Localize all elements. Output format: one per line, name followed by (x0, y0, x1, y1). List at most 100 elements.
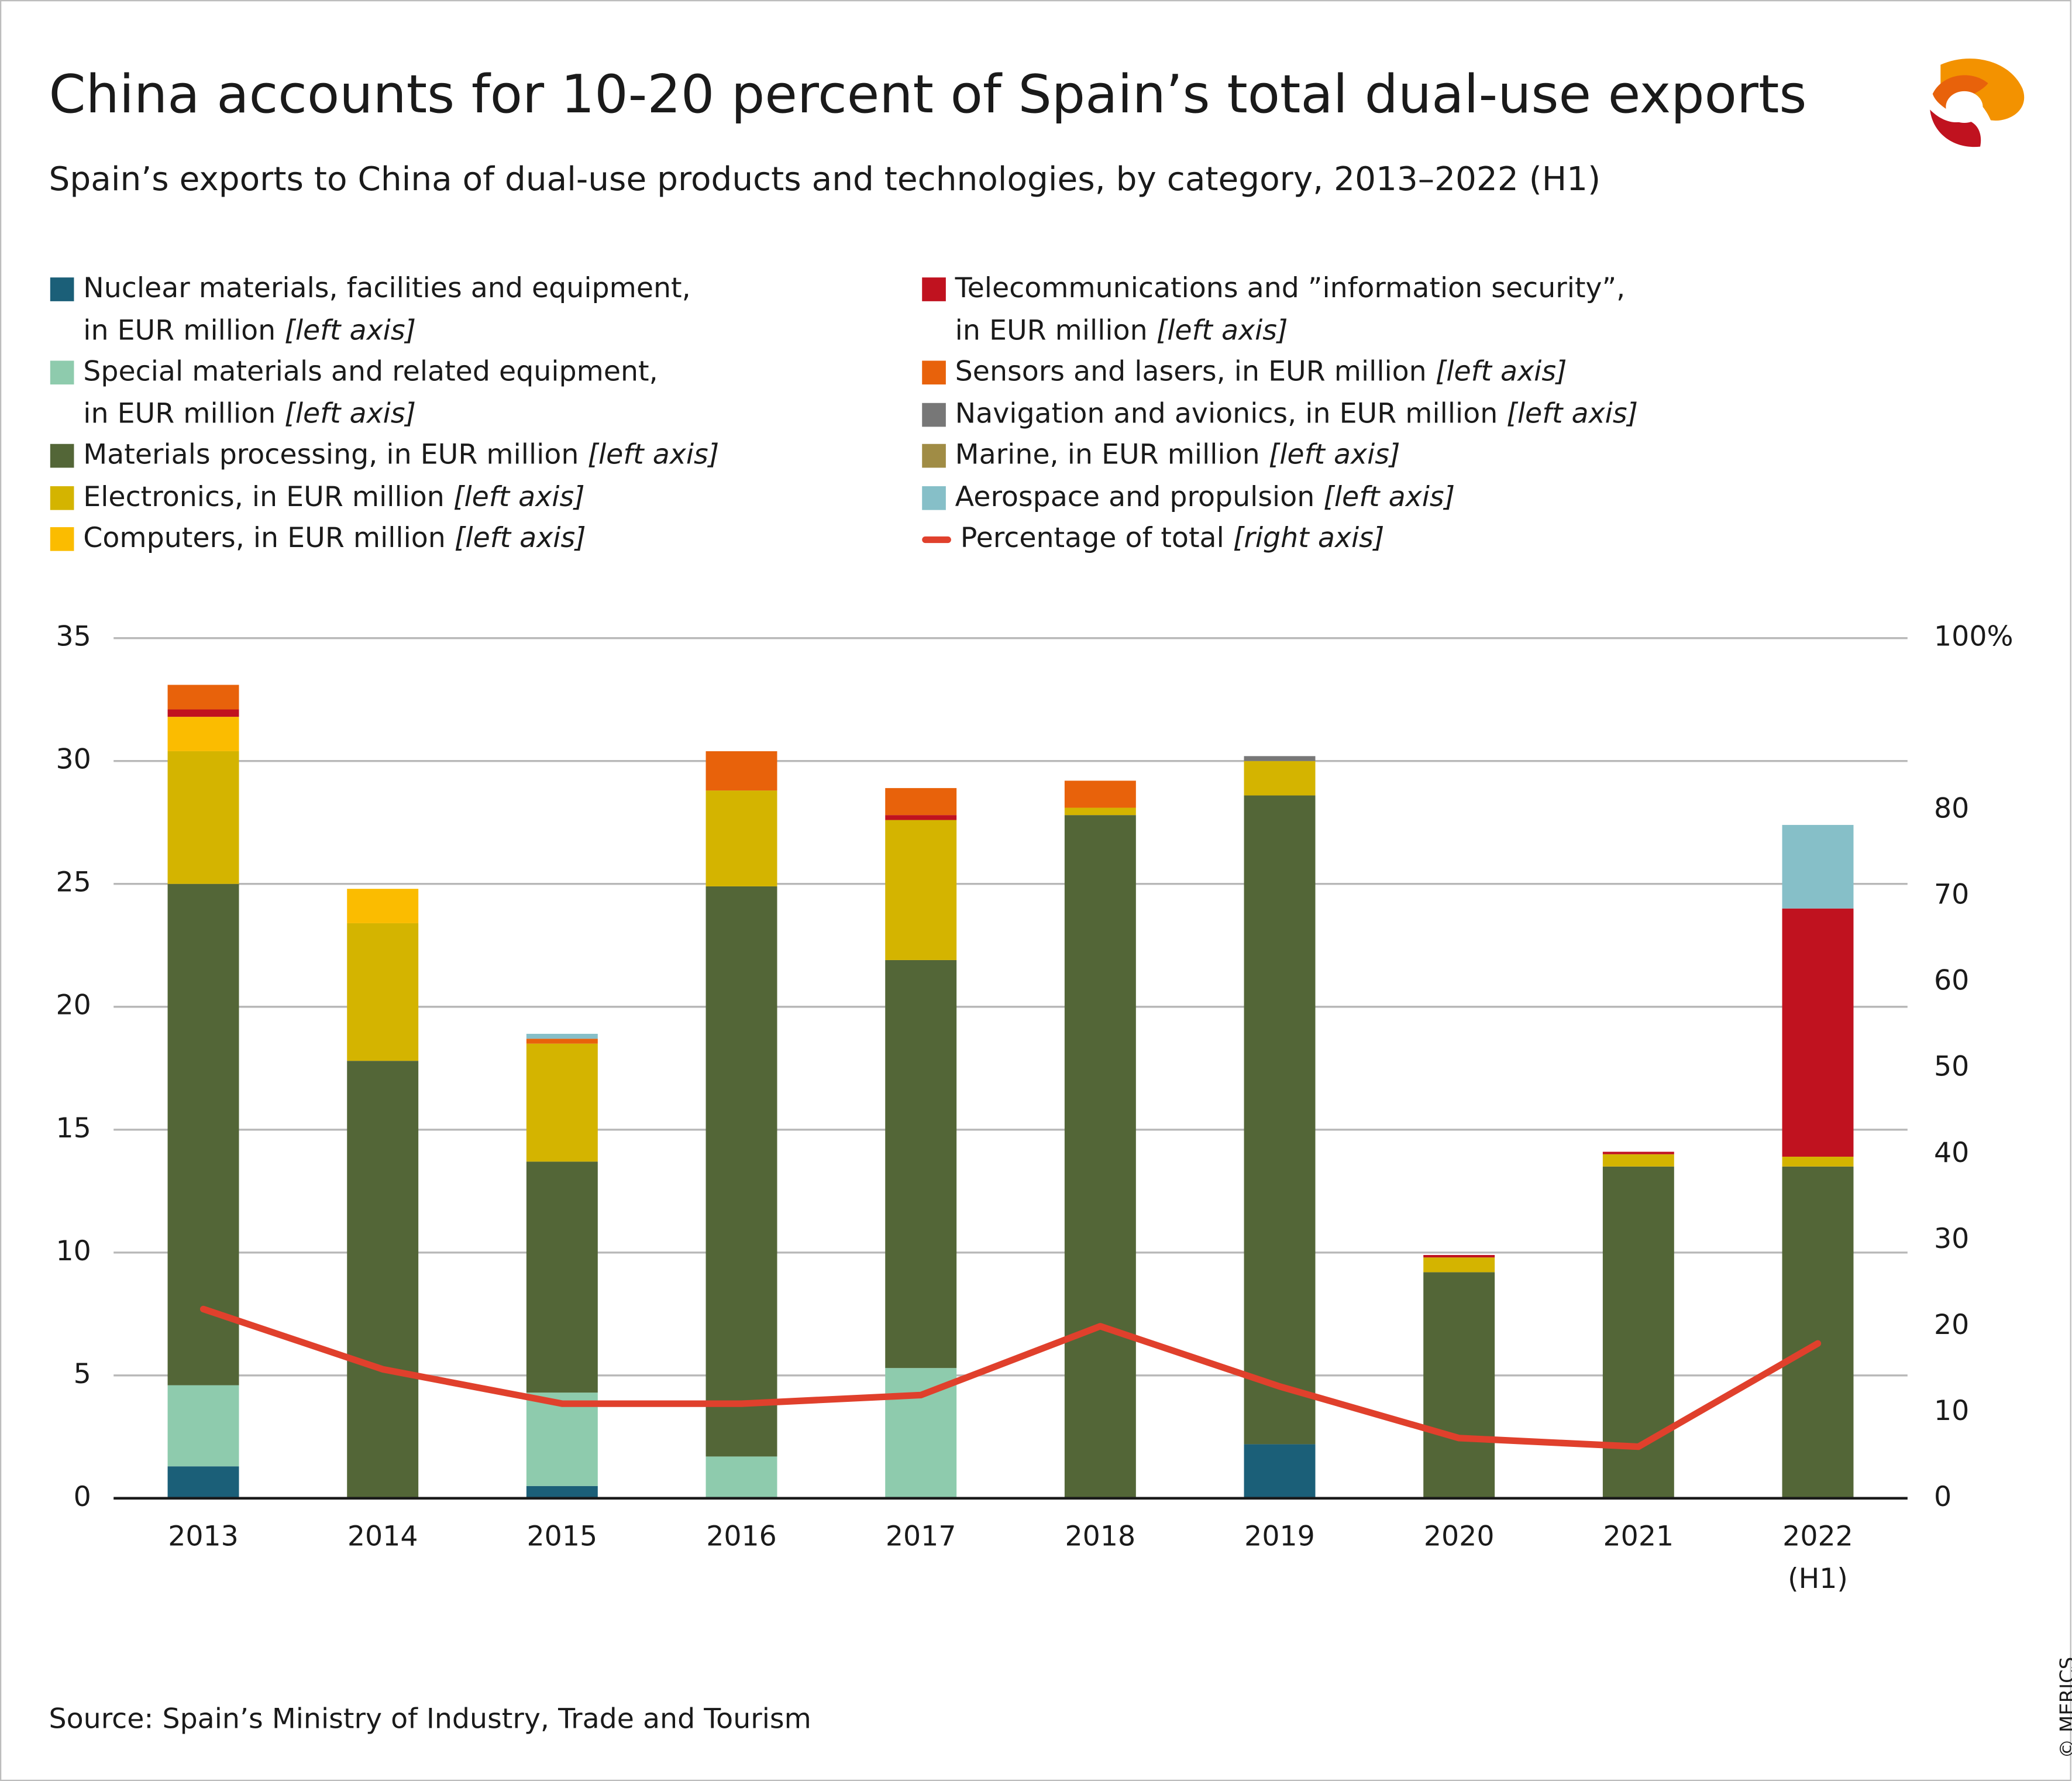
bar-segment (1782, 824, 1854, 909)
x-tick-label: 2020 (1424, 1521, 1495, 1553)
legend: Telecommunications and ”information secu… (922, 268, 1638, 559)
y2-tick-label: 50 (1934, 1051, 1969, 1083)
legend-swatch (922, 277, 946, 301)
bar-segment (167, 883, 239, 1385)
y2-tick-label: 0 (1934, 1481, 1951, 1513)
legend-swatch (50, 527, 74, 551)
bar-segment (167, 751, 239, 884)
logo (1930, 59, 2025, 147)
legend-swatch (50, 360, 74, 385)
legend-item: Special materials and related equipment,… (50, 352, 719, 435)
bar-segment (705, 751, 777, 791)
bar-segment (1244, 1444, 1316, 1498)
x-tick-label: 2013 (168, 1521, 239, 1553)
legend-label: Sensors and lasers, in EUR million [left… (955, 355, 1567, 387)
bar-segment (347, 889, 419, 923)
legend-item: Aerospace and propulsion [left axis] (922, 476, 1638, 518)
legend-item: Navigation and avionics, in EUR million … (922, 393, 1638, 435)
bar-segment (1064, 815, 1136, 1498)
legend-label: Nuclear materials, facilities and equipm… (83, 272, 691, 346)
chart-subtitle: Spain’s exports to China of dual-use pro… (49, 160, 1601, 198)
bar-segment (1602, 1151, 1674, 1154)
legend: Nuclear materials, facilities and equipm… (50, 268, 719, 559)
y2-tick-label: 80 (1934, 793, 1969, 825)
bar-segment (526, 1043, 598, 1162)
bar-segment (526, 1161, 598, 1393)
x-tick-label: 2021 (1603, 1521, 1674, 1553)
x-tick-label: 2014 (347, 1521, 418, 1553)
y-tick-label: 35 (56, 621, 91, 653)
y2-tick-label: 100% (1934, 621, 2014, 653)
bar-segment (1602, 1154, 1674, 1167)
bar-segment (347, 1061, 419, 1498)
legend-label: Materials processing, in EUR million [le… (83, 438, 720, 470)
bar-segment (1244, 795, 1316, 1445)
legend-swatch (922, 402, 946, 427)
bar-segment (1423, 1254, 1495, 1258)
bar-segment (1064, 807, 1136, 816)
bar-segment (885, 815, 957, 820)
y-tick-label: 15 (56, 1112, 91, 1144)
bar-segment (167, 1385, 239, 1467)
chart-title: China accounts for 10-20 percent of Spai… (49, 64, 1807, 126)
legend-label: Computers, in EUR million [left axis] (83, 521, 586, 554)
bar-segment (1244, 756, 1316, 761)
legend-swatch (50, 277, 74, 301)
legend-swatch (50, 443, 74, 468)
bar-segment (167, 1466, 239, 1498)
copyright: © MERICS (2055, 1656, 2072, 1759)
bar-segment (1064, 781, 1136, 808)
legend-item: Sensors and lasers, in EUR million [left… (922, 352, 1638, 393)
legend-item: Percentage of total [right axis] (922, 518, 1638, 559)
y2-tick-label: 30 (1934, 1223, 1969, 1255)
bar-segment (1423, 1272, 1495, 1498)
bar-segment (885, 788, 957, 816)
x-tick-label: 2016 (706, 1521, 777, 1553)
bar-segment (885, 960, 957, 1369)
y2-tick-label: 20 (1934, 1309, 1969, 1341)
bar-segment (885, 1368, 957, 1498)
bar-segment (705, 886, 777, 1457)
x-tick-label: 2022 (H1) (1782, 1521, 1853, 1595)
y-tick-label: 0 (74, 1481, 91, 1513)
x-tick-label: 2019 (1244, 1521, 1315, 1553)
bar-segment (1782, 1156, 1854, 1167)
bar-segment (167, 709, 239, 717)
legend-label: Navigation and avionics, in EUR million … (955, 397, 1639, 429)
y2-tick-label: 40 (1934, 1137, 1969, 1169)
bar-segment (526, 1033, 598, 1039)
legend-item: Telecommunications and ”information secu… (922, 268, 1638, 351)
y-tick-label: 10 (56, 1235, 91, 1267)
source-note: Source: Spain’s Ministry of Industry, Tr… (49, 1703, 811, 1735)
legend-item: Computers, in EUR million [left axis] (50, 518, 719, 559)
y2-tick-label: 70 (1934, 879, 1969, 911)
bar-segment (526, 1039, 598, 1044)
legend-label: Percentage of total [right axis] (960, 521, 1385, 554)
legend-label: Telecommunications and ”information secu… (955, 272, 1626, 346)
x-tick-label: 2017 (886, 1521, 956, 1553)
bar-segment (1782, 1166, 1854, 1498)
x-tick-label: 2015 (527, 1521, 598, 1553)
bar-segment (885, 820, 957, 960)
legend-swatch (50, 485, 74, 510)
y2-tick-label: 10 (1934, 1395, 1969, 1427)
y-tick-label: 25 (56, 867, 91, 899)
legend-swatch (922, 536, 951, 544)
legend-swatch (922, 485, 946, 510)
bar-segment (1782, 908, 1854, 1157)
bar-segment (167, 717, 239, 751)
bar-segment (167, 685, 239, 710)
line-series (199, 1305, 1822, 1450)
bar-segment (705, 1456, 777, 1498)
bar-segment (705, 790, 777, 886)
bar-segment (347, 923, 419, 1061)
legend-label: Aerospace and propulsion [left axis] (955, 480, 1455, 513)
legend-item: Nuclear materials, facilities and equipm… (50, 268, 719, 351)
legend-item: Materials processing, in EUR million [le… (50, 435, 719, 476)
legend-item: Marine, in EUR million [left axis] (922, 435, 1638, 476)
legend-label: Marine, in EUR million [left axis] (955, 438, 1400, 470)
y2-tick-label: 60 (1934, 965, 1969, 997)
x-tick-label: 2018 (1065, 1521, 1136, 1553)
bar-segment (526, 1486, 598, 1498)
